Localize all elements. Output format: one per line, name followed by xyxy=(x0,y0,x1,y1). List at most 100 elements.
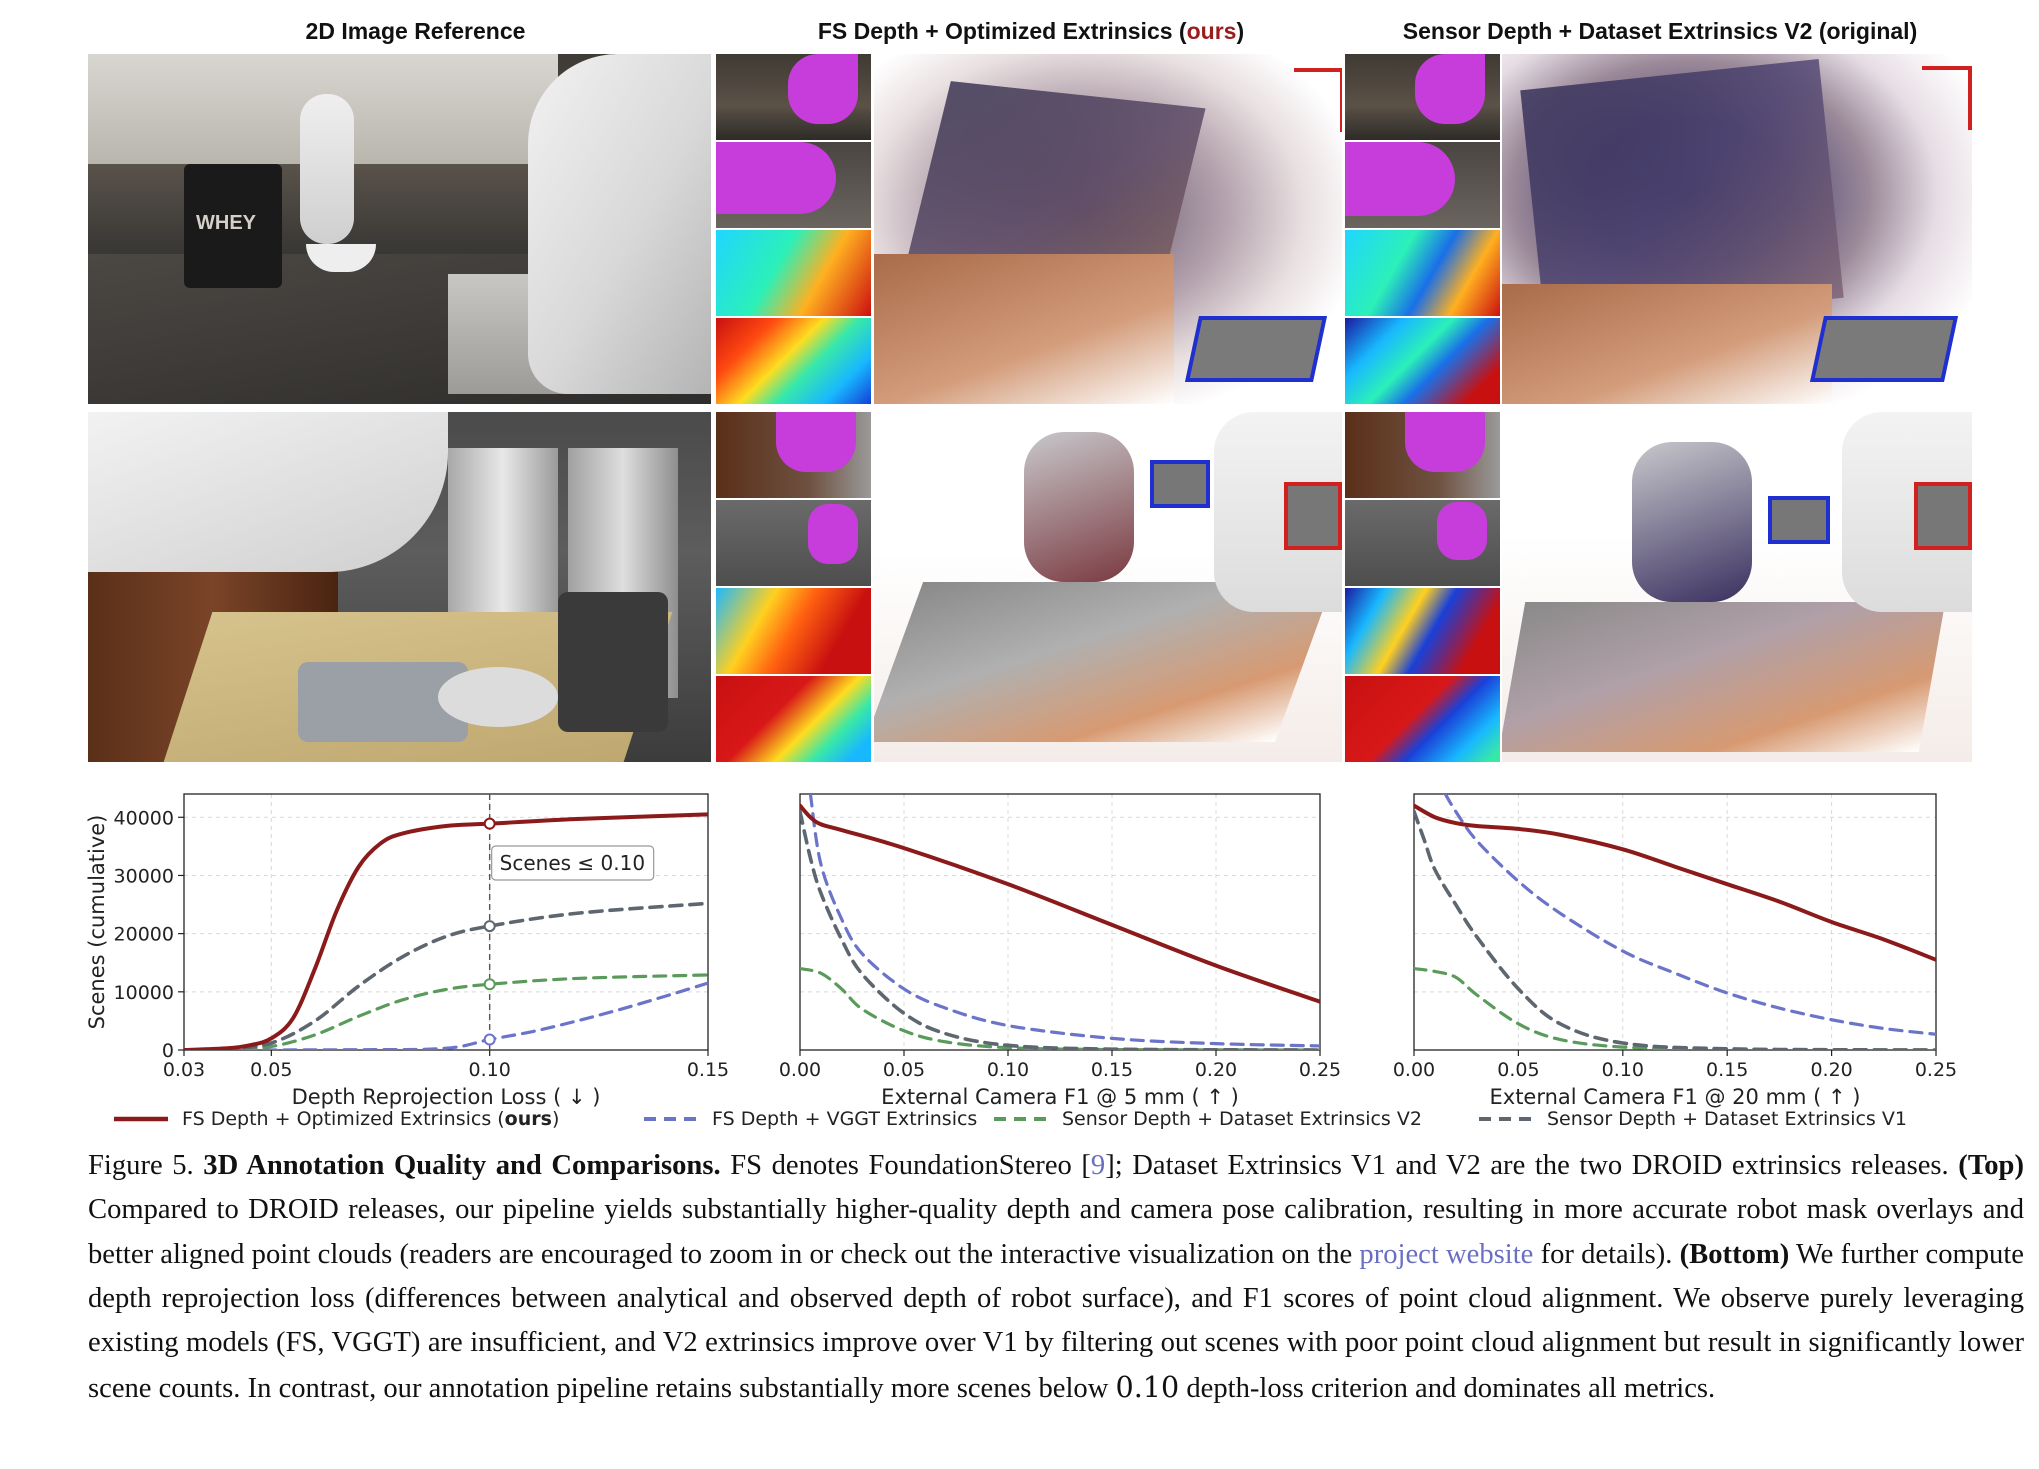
chart-depth-reprojection: 0.03 0.05 0.10 0.15 Depth Reprojection Loss … xyxy=(85,793,729,1109)
series-line-v1 xyxy=(800,809,1320,1050)
series-line-v2 xyxy=(1414,966,1936,1050)
x-tick-label: 0.05 xyxy=(250,1059,292,1081)
x-axis-label: External Camera F1 @ 5 mm ( ↑ ) xyxy=(881,1085,1239,1109)
x-tick-label: 0.00 xyxy=(1393,1059,1435,1081)
ours-thumbnail-rgb-3 xyxy=(716,412,871,498)
series-line-ours xyxy=(800,803,1320,1004)
camera-frustum-red xyxy=(1284,482,1342,550)
whey-label: WHEY xyxy=(196,212,256,234)
series-line-ours xyxy=(1414,803,1936,962)
original-point-cloud-table xyxy=(1502,412,1972,762)
legend-swatch-v1 xyxy=(1479,1117,1533,1121)
robot-mask-overlay xyxy=(788,54,858,124)
camera-frustum-blue xyxy=(1809,316,1959,382)
original-depth-map-4 xyxy=(1345,676,1500,762)
camera-frustum-red xyxy=(1914,482,1972,550)
ours-thumbnail-rgb-1 xyxy=(716,54,871,140)
x-tick-label: 0.10 xyxy=(1602,1059,1644,1081)
ours-depth-map-1 xyxy=(716,230,871,316)
legend-item-v2: Sensor Depth + Dataset Extrinsics V2 xyxy=(992,1108,1422,1130)
x-tick-label: 0.10 xyxy=(987,1059,1029,1081)
y-tick-label: 10000 xyxy=(114,982,174,1004)
reference-image-table xyxy=(88,412,711,762)
figure-caption: Figure 5. 3D Annotation Quality and Comp… xyxy=(88,1144,2024,1412)
caption-sentence-5: We further compute depth reprojection lo… xyxy=(88,1238,2024,1405)
x-tick-label: 0.15 xyxy=(1706,1059,1748,1081)
caption-bottom-label: (Bottom) xyxy=(1679,1238,1790,1270)
ours-point-cloud-table xyxy=(874,412,1342,762)
y-tick-label: 0 xyxy=(162,1040,174,1062)
original-thumbnail-rgb-3 xyxy=(1345,412,1500,498)
legend-label-vggt: FS Depth + VGGT Extrinsics xyxy=(712,1108,978,1130)
annotation-label: Scenes ≤ 0.10 xyxy=(500,851,645,875)
y-tick-label: 20000 xyxy=(114,924,174,946)
x-tick-label: 0.20 xyxy=(1810,1059,1852,1081)
x-tick-label: 0.10 xyxy=(469,1059,511,1081)
column-header-ours-highlight: ours xyxy=(1186,18,1237,44)
robot-mask-overlay xyxy=(1345,142,1455,216)
series-line-v1 xyxy=(1414,809,1936,1050)
original-depth-map-1 xyxy=(1345,230,1500,316)
x-tick-label: 0.05 xyxy=(1497,1059,1539,1081)
point-cloud-floor xyxy=(1502,284,1832,404)
caption-sentence-6: depth-loss criterion and dominates all m… xyxy=(1186,1373,1716,1405)
ours-thumbnail-rgb-2 xyxy=(716,142,871,228)
chart-legend: FS Depth + Optimized Extrinsics (ours) F… xyxy=(112,1108,1932,1138)
series-line-vggt xyxy=(184,981,708,1050)
series-line-v2 xyxy=(184,973,708,1050)
robot-mask-overlay xyxy=(776,412,856,472)
series-line-ours xyxy=(184,812,708,1050)
caption-fig-label: Figure 5. xyxy=(88,1150,194,1181)
camera-frustum-red xyxy=(1922,66,1972,130)
ours-point-cloud-kitchen xyxy=(874,54,1342,404)
caption-top-label: (Top) xyxy=(1958,1150,2024,1181)
x-tick-label: 0.20 xyxy=(1195,1059,1237,1081)
caption-project-website-link[interactable]: project website xyxy=(1359,1238,1534,1270)
legend-swatch-vggt xyxy=(644,1117,698,1121)
plot-frame xyxy=(1413,793,1937,1051)
whey-bag: WHEY xyxy=(184,164,282,288)
series-line-v2 xyxy=(800,966,1320,1050)
annotation-box: Scenes ≤ 0.10 xyxy=(491,845,655,881)
ours-depth-map-3 xyxy=(716,588,871,674)
x-tick-label: 0.15 xyxy=(687,1059,729,1081)
robot-mask-overlay xyxy=(1405,412,1485,472)
x-axis-label: Depth Reprojection Loss ( ↓ ) xyxy=(292,1085,601,1109)
annotation-box-frame xyxy=(491,845,655,881)
legend-swatch-ours xyxy=(114,1116,168,1122)
caption-title: 3D Annotation Quality and Comparisons. xyxy=(203,1150,721,1181)
y-tick-label: 40000 xyxy=(114,807,174,829)
x-tick-label: 0.15 xyxy=(1091,1059,1133,1081)
legend-item-v1: Sensor Depth + Dataset Extrinsics V1 xyxy=(1477,1108,1907,1130)
caption-sentence-3: Compared to DROID releases, our pipeline… xyxy=(88,1194,2024,1270)
caption-citation-link[interactable]: 9 xyxy=(1090,1150,1106,1181)
column-header-ours-prefix: FS Depth + Optimized Extrinsics ( xyxy=(817,18,1187,44)
chart-f1-20mm: 0.00 0.05 0.10 0.15 0.20 0.25 External Camera … xyxy=(1393,793,1957,1109)
point-cloud-table-surface xyxy=(1502,602,1946,752)
x-tick-label: 0.25 xyxy=(1299,1059,1341,1081)
legend-label-ours-suffix: ) xyxy=(551,1108,560,1130)
robot-mask-overlay xyxy=(808,504,858,564)
column-header-original: Sensor Depth + Dataset Extrinsics V2 (or… xyxy=(1402,18,1918,44)
column-header-ours-suffix: ) xyxy=(1236,18,1245,44)
caption-sentence-4: for details). xyxy=(1540,1238,1673,1270)
caption-threshold-value: 0.10 xyxy=(1115,1370,1180,1405)
robot-arm xyxy=(88,412,448,572)
reference-image-kitchen: WHEY xyxy=(88,54,711,404)
point-cloud-robot xyxy=(1024,432,1134,582)
original-thumbnail-rgb-2 xyxy=(1345,142,1500,228)
threshold-marker-ours xyxy=(483,817,496,830)
point-cloud-robot xyxy=(1632,442,1752,602)
ours-depth-map-2 xyxy=(716,318,871,404)
camera-frustum-blue xyxy=(1768,496,1830,544)
threshold-marker-v1 xyxy=(483,920,496,933)
legend-swatch-v2 xyxy=(994,1117,1048,1121)
legend-item-ours: FS Depth + Optimized Extrinsics (ours) xyxy=(112,1108,559,1130)
threshold-marker-vggt xyxy=(483,1033,496,1046)
legend-label-ours-bold: ours xyxy=(504,1108,552,1130)
column-header-reference: 2D Image Reference xyxy=(305,18,526,44)
plot-frame xyxy=(183,793,709,1051)
plot-frame xyxy=(799,793,1321,1051)
chair xyxy=(558,592,668,732)
series-line-vggt xyxy=(1443,794,1936,1036)
